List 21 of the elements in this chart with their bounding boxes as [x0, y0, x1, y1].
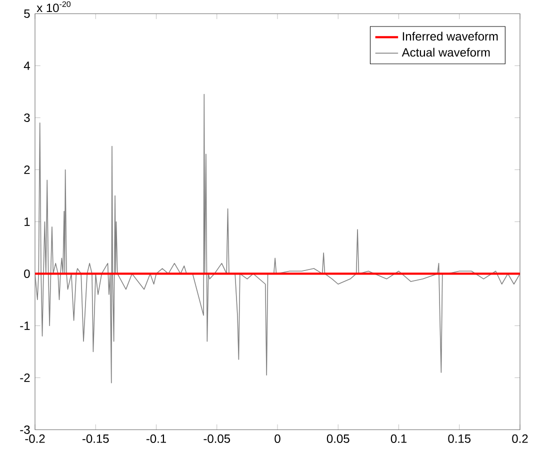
x-tick-label: -0.2: [25, 434, 45, 444]
y-tick-label: -3: [20, 426, 30, 434]
x-tick-label: -0.1: [146, 434, 166, 444]
y-tick-label: 5: [24, 10, 30, 18]
y-tick-label: -2: [20, 374, 30, 382]
y-tick-label: 2: [24, 166, 30, 174]
y-tick-label: 3: [24, 114, 30, 122]
x-tick-label: 0.2: [512, 434, 528, 444]
y-tick-label: 0: [24, 270, 30, 278]
x-tick-label: -0.05: [204, 434, 230, 444]
y-tick-label: -1: [20, 322, 30, 330]
legend-label: Actual waveform: [402, 48, 490, 57]
y-tick-label: 1: [24, 218, 30, 226]
x-tick-label: 0.15: [448, 434, 471, 444]
text: x 10$^{-20}$: [36, 1, 71, 12]
x-tick-label: 0.1: [390, 434, 406, 444]
x-tick-label: -0.15: [82, 434, 109, 444]
y-tick-label: 4: [24, 62, 30, 70]
legend-label: Inferred waveform: [402, 32, 498, 41]
x-tick-label: 0: [274, 434, 280, 444]
x-tick-label: 0.05: [326, 434, 350, 444]
